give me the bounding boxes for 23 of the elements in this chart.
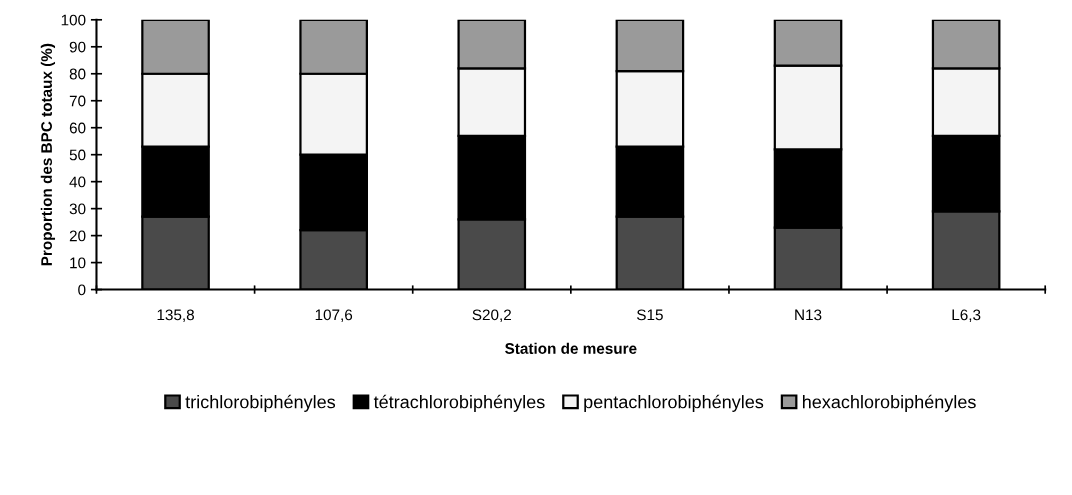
y-tick-label: 80 — [69, 68, 86, 80]
y-tick-label: 50 — [69, 149, 86, 161]
y-tick-label: 90 — [69, 41, 86, 53]
legend-label: trichlorobiphényles — [185, 394, 336, 412]
y-tick-label: 20 — [69, 230, 86, 242]
x-tick-label: L6,3 — [952, 309, 981, 323]
y-tick-label: 0 — [78, 284, 86, 296]
legend-label: pentachlorobiphényles — [584, 394, 764, 412]
legend-label: tétrachlorobiphényles — [373, 394, 545, 412]
y-tick-label: 10 — [70, 257, 86, 269]
x-tick-label: 107,6 — [315, 309, 353, 323]
x-tick-label: N13 — [795, 309, 822, 321]
x-axis-title: Station de mesure — [505, 342, 637, 354]
x-tick-label: S20,2 — [472, 309, 511, 323]
x-tick-label: S15 — [637, 309, 663, 321]
x-tick-label: 135,8 — [157, 309, 194, 323]
y-tick-label: 100 — [61, 14, 86, 26]
y-tick-label: 40 — [69, 176, 86, 188]
y-tick-label: 30 — [69, 203, 86, 215]
y-tick-label: 70 — [69, 95, 86, 107]
y-axis-title: Proportion des BPC totaux (%) — [40, 43, 56, 266]
legend-label: hexachlorobiphényles — [802, 394, 976, 412]
y-tick-label: 60 — [69, 122, 86, 134]
